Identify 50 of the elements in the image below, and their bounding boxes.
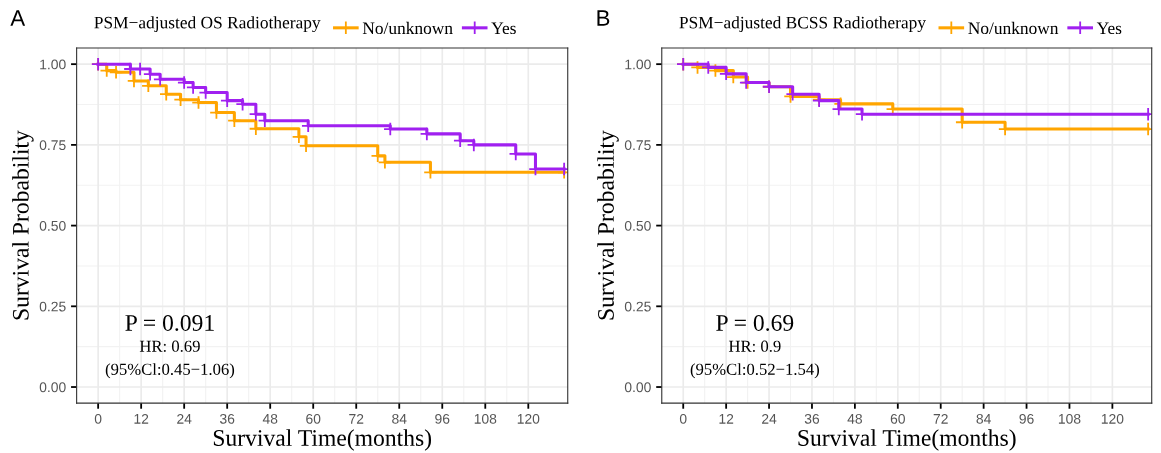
annotation: P = 0.091 <box>125 314 214 331</box>
text: B <box>597 10 610 26</box>
x-tick-label: 48 <box>847 413 863 424</box>
x-tick-label: 24 <box>762 413 777 424</box>
y-tick-label: 1.00 <box>40 59 66 70</box>
x-axis-title: Survival Time(months) <box>798 429 1016 451</box>
y-axis-title: Survival Probability <box>597 130 619 320</box>
x-axis-title: Survival Time(months) <box>213 429 432 451</box>
x-tick-label: 120 <box>517 413 540 424</box>
x-tick-label: 60 <box>306 413 321 424</box>
x-tick-label: 48 <box>262 413 278 424</box>
text: A <box>10 10 26 26</box>
y-tick-label: 0.00 <box>39 382 66 393</box>
y-tick-label: 0.25 <box>39 301 66 312</box>
x-tick-label: 84 <box>976 413 991 424</box>
x-tick-label: 36 <box>804 413 820 424</box>
y-tick-label: 0.50 <box>39 220 66 231</box>
x-tick-label: 84 <box>392 413 407 424</box>
legend-label: Yes <box>1096 22 1122 35</box>
x-tick-label: 108 <box>1058 413 1081 424</box>
y-tick-label: 0.50 <box>624 220 651 231</box>
legend-label: No/unknown <box>362 21 453 35</box>
legend-label: No/unknown <box>968 21 1059 35</box>
y-tick-label: 0.00 <box>624 382 651 393</box>
x-tick-label: 96 <box>435 413 450 424</box>
x-tick-label: 120 <box>1101 413 1124 424</box>
x-tick-label: 108 <box>474 413 497 424</box>
annotation: (95%Cl:0.45−1.06) <box>105 363 235 379</box>
x-tick-label: 12 <box>719 413 734 424</box>
x-tick-label: 0 <box>94 413 102 424</box>
legend-label: Yes <box>491 22 516 35</box>
x-tick-label: 36 <box>219 413 235 424</box>
annotation: P = 0.69 <box>716 314 794 331</box>
x-tick-label: 72 <box>349 413 364 424</box>
y-tick-label: 0.25 <box>624 301 651 312</box>
y-axis-title: Survival Probability <box>12 130 34 320</box>
x-tick-label: 96 <box>1019 413 1034 424</box>
y-tick-label: 0.75 <box>624 140 651 151</box>
x-tick-label: 0 <box>679 413 687 424</box>
x-tick-label: 60 <box>890 413 905 424</box>
x-tick-label: 24 <box>177 413 192 424</box>
annotation: HR: 0.69 <box>139 340 200 352</box>
annotation: (95%Cl:0.52−1.54) <box>690 363 820 379</box>
y-tick-label: 0.75 <box>39 140 66 151</box>
legend-title: PSM−adjusted BCSS Radiotherapy <box>679 16 926 33</box>
x-tick-label: 72 <box>933 413 948 424</box>
x-tick-label: 12 <box>134 413 149 424</box>
y-tick-label: 1.00 <box>625 59 651 70</box>
annotation: HR: 0.9 <box>728 340 781 352</box>
legend-title: PSM−adjusted OS Radiotherapy <box>94 16 321 33</box>
